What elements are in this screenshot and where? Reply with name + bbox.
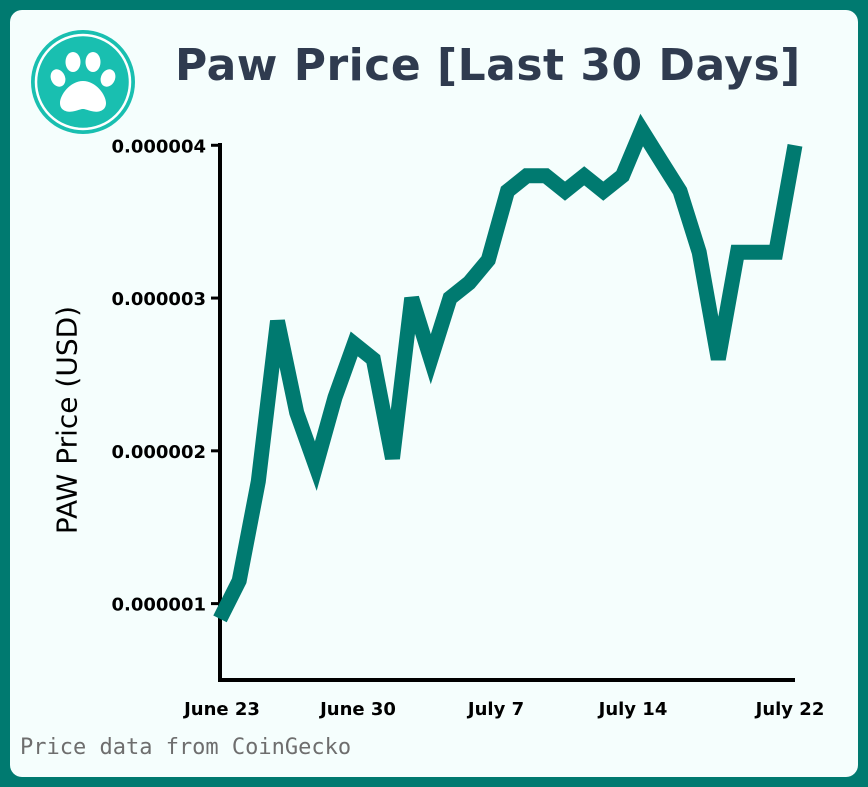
x-tick-label: June 23 xyxy=(182,699,260,720)
price-series-line xyxy=(213,113,803,623)
chart-card xyxy=(10,10,858,777)
x-tick-label: July 7 xyxy=(466,699,524,720)
source-note: Price data from CoinGecko xyxy=(20,735,352,760)
y-tick-label: 0.000002 xyxy=(111,442,206,463)
x-tick-label: July 14 xyxy=(597,699,668,720)
chart-axes xyxy=(218,143,795,682)
chart-title: Paw Price [Last 30 Days] xyxy=(175,40,801,91)
paw-icon xyxy=(31,30,135,134)
chart-series xyxy=(213,113,803,623)
y-tick-label: 0.000003 xyxy=(111,289,206,310)
x-tick-label: July 22 xyxy=(754,699,825,720)
x-axis-ticks: June 23 June 30 July 7 July 14 July 22 xyxy=(182,699,824,720)
y-tick-label: 0.000004 xyxy=(111,136,206,157)
y-axis-ticks: 0.000001 0.000002 0.000003 0.000004 xyxy=(111,136,220,616)
y-tick-label: 0.000001 xyxy=(111,595,206,616)
x-tick-label: June 30 xyxy=(318,699,396,720)
